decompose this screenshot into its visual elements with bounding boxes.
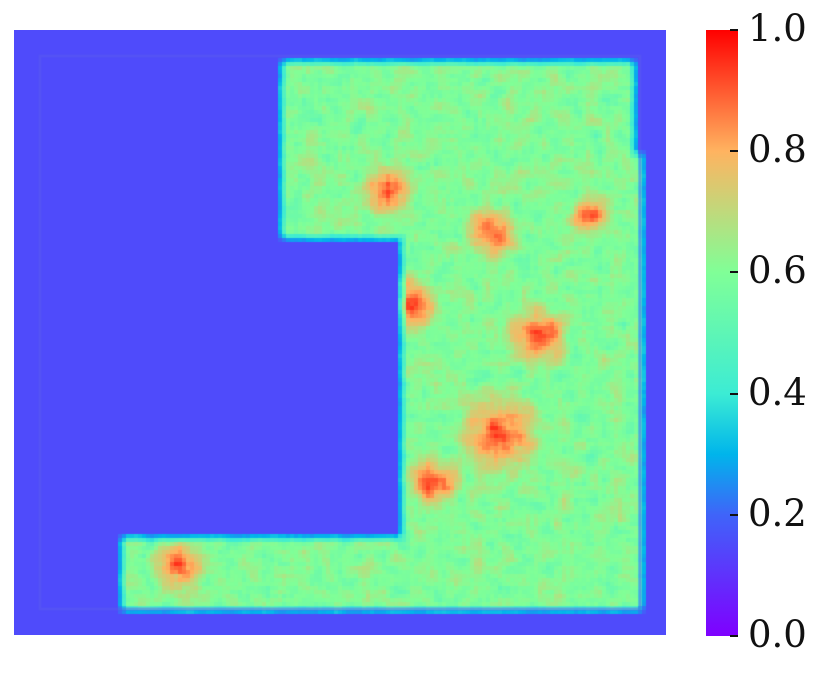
colorbar-tick-mark bbox=[730, 29, 738, 31]
colorbar-tick-mark bbox=[730, 392, 738, 395]
colorbar-tick-label: 0.6 bbox=[748, 249, 807, 293]
heatmap-plot bbox=[14, 30, 666, 635]
colorbar-tick-mark bbox=[730, 271, 738, 274]
colorbar bbox=[706, 30, 738, 636]
colorbar-tick-label: 0.2 bbox=[748, 491, 807, 535]
colorbar-tick-label: 0.0 bbox=[748, 613, 807, 656]
colorbar-gradient bbox=[706, 30, 738, 636]
colorbar-tick-mark bbox=[730, 513, 738, 516]
colorbar-tick-mark bbox=[730, 635, 738, 637]
colorbar-tick-label: 0.8 bbox=[748, 128, 807, 172]
colorbar-tick-label: 1.0 bbox=[748, 7, 807, 50]
heatmap-image bbox=[14, 30, 666, 635]
colorbar-tick-label: 0.4 bbox=[748, 370, 807, 414]
colorbar-tick-mark bbox=[730, 150, 738, 153]
